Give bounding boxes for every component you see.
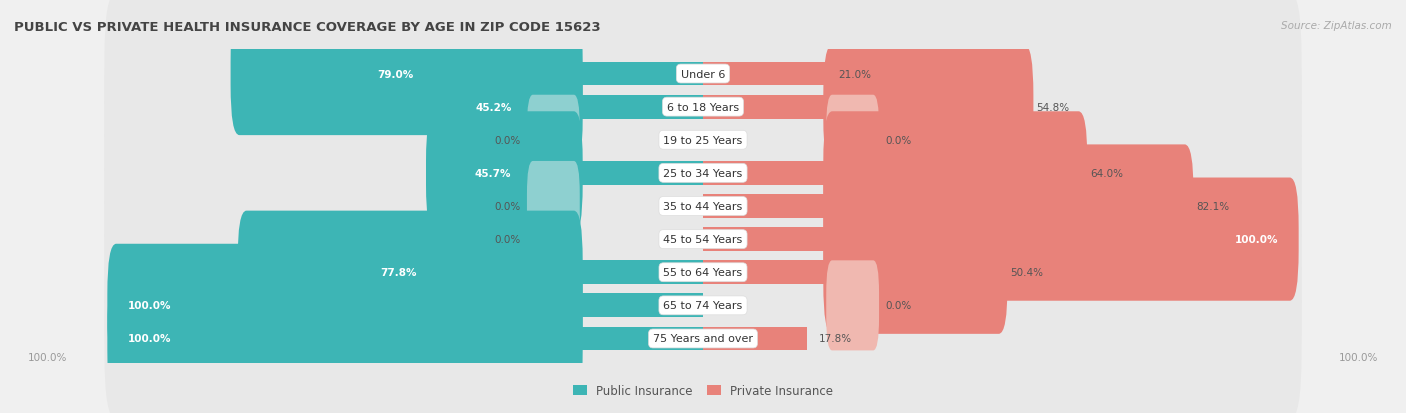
FancyBboxPatch shape bbox=[104, 0, 1302, 155]
Text: 100.0%: 100.0% bbox=[28, 352, 67, 363]
Bar bbox=[437, 95, 703, 119]
FancyBboxPatch shape bbox=[426, 112, 582, 235]
FancyBboxPatch shape bbox=[104, 126, 1302, 287]
Text: 45.7%: 45.7% bbox=[474, 169, 510, 178]
Bar bbox=[703, 62, 827, 86]
Text: 65 to 74 Years: 65 to 74 Years bbox=[664, 301, 742, 311]
Text: 50.4%: 50.4% bbox=[1011, 268, 1043, 278]
FancyBboxPatch shape bbox=[104, 60, 1302, 221]
Bar bbox=[703, 161, 1078, 185]
Text: 79.0%: 79.0% bbox=[377, 69, 413, 79]
Bar bbox=[703, 327, 807, 351]
FancyBboxPatch shape bbox=[527, 161, 579, 252]
FancyBboxPatch shape bbox=[827, 261, 879, 351]
Bar bbox=[117, 327, 703, 351]
Bar bbox=[533, 128, 576, 152]
FancyBboxPatch shape bbox=[104, 93, 1302, 254]
FancyBboxPatch shape bbox=[107, 244, 582, 367]
Text: 77.8%: 77.8% bbox=[380, 268, 416, 278]
Text: 55 to 64 Years: 55 to 64 Years bbox=[664, 268, 742, 278]
Text: 64.0%: 64.0% bbox=[1090, 169, 1123, 178]
FancyBboxPatch shape bbox=[429, 46, 582, 169]
Text: Under 6: Under 6 bbox=[681, 69, 725, 79]
Bar bbox=[703, 95, 1025, 119]
Text: 0.0%: 0.0% bbox=[495, 202, 522, 211]
Text: 6 to 18 Years: 6 to 18 Years bbox=[666, 102, 740, 112]
Bar bbox=[703, 261, 998, 285]
FancyBboxPatch shape bbox=[824, 145, 1194, 268]
Text: 25 to 34 Years: 25 to 34 Years bbox=[664, 169, 742, 178]
FancyBboxPatch shape bbox=[824, 112, 1087, 235]
FancyBboxPatch shape bbox=[824, 211, 1008, 334]
FancyBboxPatch shape bbox=[104, 159, 1302, 320]
Text: 0.0%: 0.0% bbox=[884, 135, 911, 145]
Text: 17.8%: 17.8% bbox=[820, 334, 852, 344]
FancyBboxPatch shape bbox=[527, 95, 579, 185]
Bar bbox=[830, 294, 876, 318]
FancyBboxPatch shape bbox=[238, 211, 582, 334]
FancyBboxPatch shape bbox=[104, 225, 1302, 386]
Text: PUBLIC VS PRIVATE HEALTH INSURANCE COVERAGE BY AGE IN ZIP CODE 15623: PUBLIC VS PRIVATE HEALTH INSURANCE COVER… bbox=[14, 21, 600, 33]
Text: 100.0%: 100.0% bbox=[1339, 352, 1378, 363]
Bar bbox=[830, 128, 876, 152]
Bar bbox=[434, 161, 703, 185]
Bar bbox=[533, 195, 576, 218]
Text: 35 to 44 Years: 35 to 44 Years bbox=[664, 202, 742, 211]
Text: Source: ZipAtlas.com: Source: ZipAtlas.com bbox=[1281, 21, 1392, 31]
FancyBboxPatch shape bbox=[231, 13, 582, 136]
Text: 45 to 54 Years: 45 to 54 Years bbox=[664, 235, 742, 244]
FancyBboxPatch shape bbox=[827, 95, 879, 185]
FancyBboxPatch shape bbox=[104, 27, 1302, 188]
FancyBboxPatch shape bbox=[527, 195, 579, 285]
Text: 82.1%: 82.1% bbox=[1197, 202, 1230, 211]
Bar bbox=[117, 294, 703, 318]
Bar bbox=[533, 228, 576, 252]
Bar bbox=[246, 261, 703, 285]
Bar bbox=[703, 228, 1289, 252]
Text: 54.8%: 54.8% bbox=[1036, 102, 1070, 112]
Text: 21.0%: 21.0% bbox=[838, 69, 870, 79]
Legend: Public Insurance, Private Insurance: Public Insurance, Private Insurance bbox=[568, 379, 838, 401]
FancyBboxPatch shape bbox=[824, 178, 1299, 301]
Text: 45.2%: 45.2% bbox=[475, 102, 512, 112]
Text: 0.0%: 0.0% bbox=[495, 235, 522, 244]
FancyBboxPatch shape bbox=[824, 46, 1033, 169]
Text: 100.0%: 100.0% bbox=[128, 334, 172, 344]
FancyBboxPatch shape bbox=[107, 277, 582, 400]
Text: 0.0%: 0.0% bbox=[495, 135, 522, 145]
Text: 100.0%: 100.0% bbox=[1234, 235, 1278, 244]
FancyBboxPatch shape bbox=[104, 192, 1302, 353]
Bar bbox=[703, 195, 1185, 218]
Text: 19 to 25 Years: 19 to 25 Years bbox=[664, 135, 742, 145]
Bar bbox=[239, 62, 703, 86]
Text: 75 Years and over: 75 Years and over bbox=[652, 334, 754, 344]
Text: 100.0%: 100.0% bbox=[128, 301, 172, 311]
Text: 0.0%: 0.0% bbox=[884, 301, 911, 311]
FancyBboxPatch shape bbox=[104, 258, 1302, 413]
